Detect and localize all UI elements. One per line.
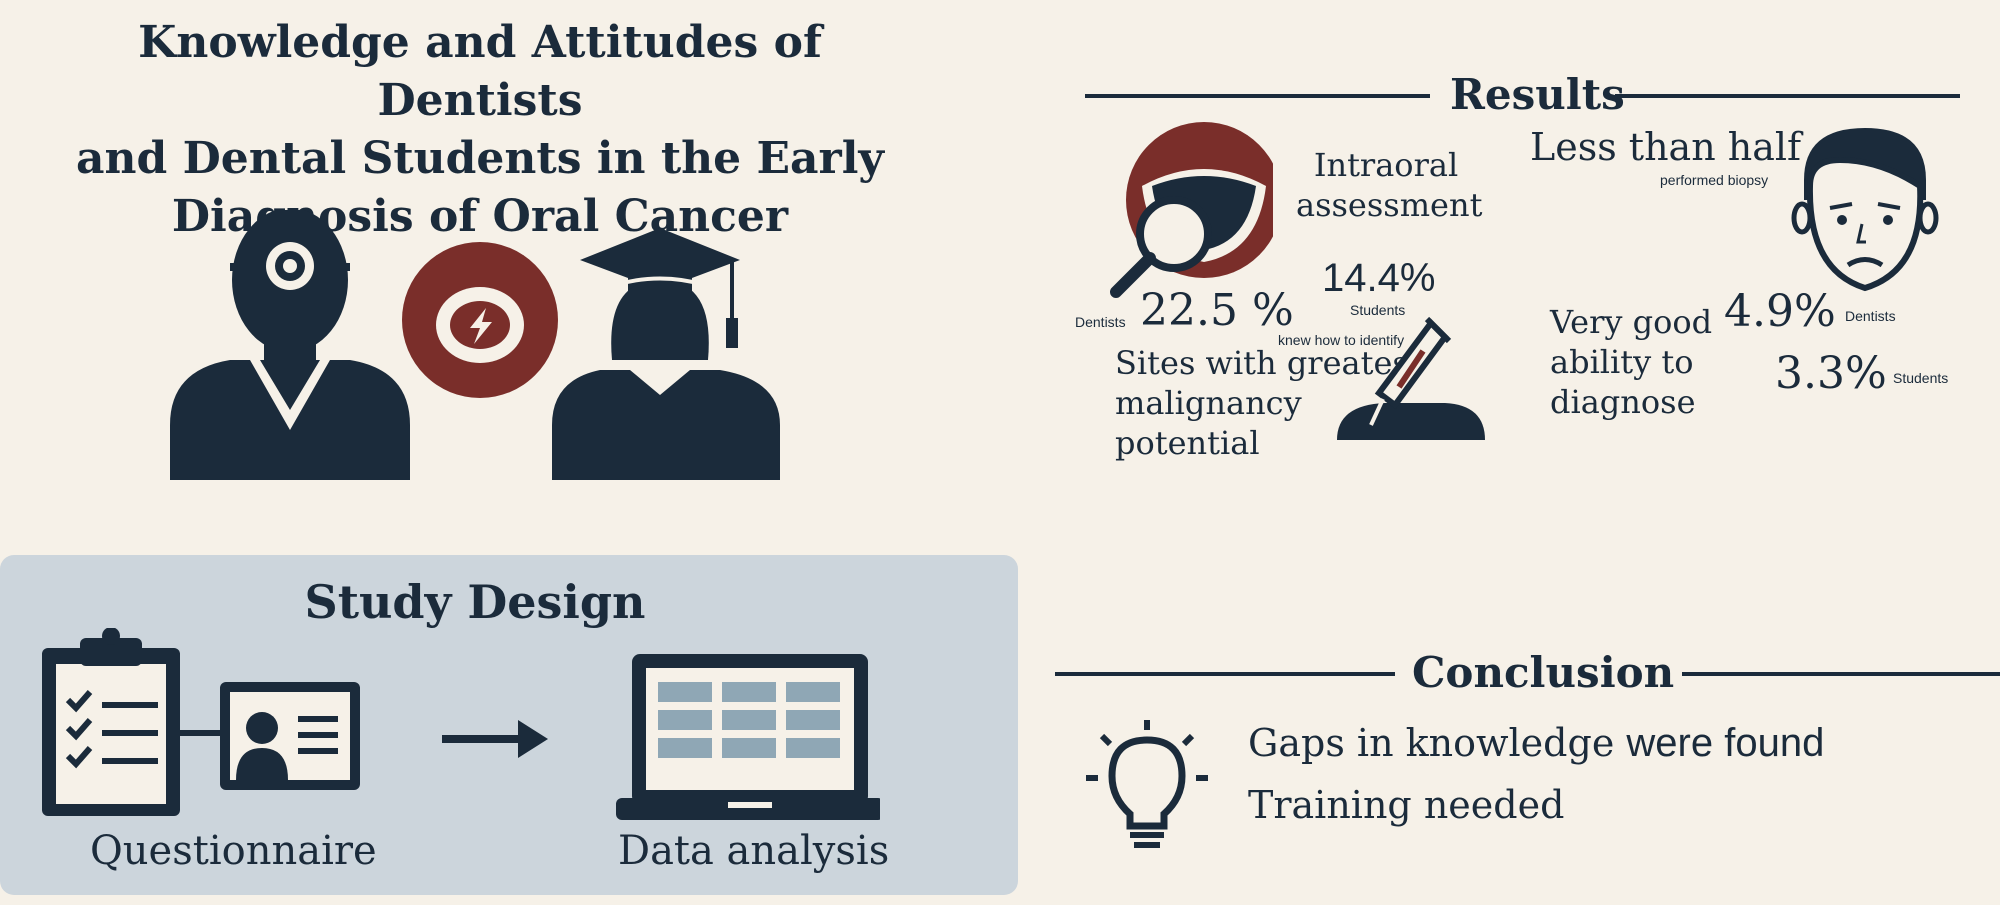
worried-face-icon xyxy=(1791,128,1939,292)
graduate-icon xyxy=(552,228,780,480)
dentists-label-1: Dentists xyxy=(1075,314,1126,330)
conclusion-text: Gaps in knowledge were found Training ne… xyxy=(1248,712,1824,836)
conclusion-line-1: Gaps in knowledge were found xyxy=(1248,721,1825,765)
dentists-pct-intraoral: 22.5 % xyxy=(1140,285,1294,336)
conclusion-rule-right xyxy=(1682,672,2000,676)
step-questionnaire-label: Questionnaire xyxy=(90,828,377,874)
knew-label: knew how to identify xyxy=(1278,332,1405,348)
hero-illustration xyxy=(170,210,780,480)
conclusion-line-2: Training needed xyxy=(1248,783,1565,827)
study-design-heading: Study Design xyxy=(304,575,646,629)
title-line-2: and Dental Students in the Early xyxy=(75,133,884,184)
conclusion-rule-left xyxy=(1055,672,1395,676)
biopsy-icon xyxy=(1337,316,1485,440)
intraoral-label: Intraoral assessment xyxy=(1296,146,1483,224)
results-rule-left xyxy=(1085,94,1430,98)
results-heading: Results xyxy=(1450,70,1625,119)
mouth-icon xyxy=(402,242,558,398)
laptop-icon xyxy=(616,654,880,820)
conclusion-heading: Conclusion xyxy=(1412,648,1675,697)
sites-label: Sites with greatest malignancy potential xyxy=(1115,344,1422,462)
clipboard-icon xyxy=(42,628,180,816)
lightbulb-icon xyxy=(1086,720,1208,848)
students-pct-intraoral: 14.4% xyxy=(1322,256,1436,300)
mouth-magnifier-icon xyxy=(1110,122,1273,298)
ability-label: Very good ability to diagnose xyxy=(1550,303,1713,421)
arrow-right-icon xyxy=(442,720,548,758)
id-card-icon xyxy=(220,682,360,790)
biopsy-main-label: Less than half xyxy=(1530,125,1802,169)
dentists-label-2: Dentists xyxy=(1845,308,1896,324)
students-label-1: Students xyxy=(1350,302,1406,318)
biopsy-sub-label: performed biopsy xyxy=(1660,172,1769,188)
study-design-flow xyxy=(42,628,880,820)
dentists-pct-ability: 4.9% xyxy=(1724,286,1836,337)
students-pct-ability: 3.3% xyxy=(1775,348,1887,399)
step-data-analysis-label: Data analysis xyxy=(618,828,890,874)
students-label-2: Students xyxy=(1893,370,1949,386)
title-line-1: Knowledge and Attitudes of Dentists xyxy=(138,17,822,126)
dentist-icon xyxy=(170,210,410,480)
results-rule-right xyxy=(1615,94,1960,98)
